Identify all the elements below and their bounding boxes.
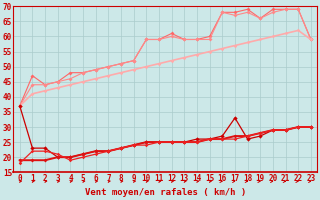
X-axis label: Vent moyen/en rafales ( km/h ): Vent moyen/en rafales ( km/h ) <box>85 188 246 197</box>
